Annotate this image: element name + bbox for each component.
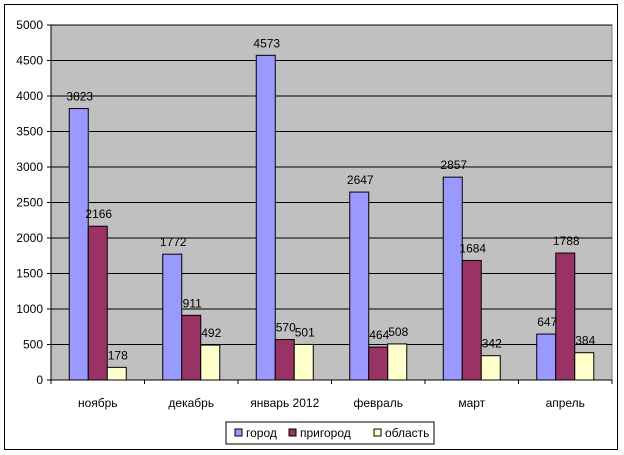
y-tick-label: 4000	[16, 89, 43, 103]
legend-entry: пригород	[300, 426, 351, 440]
data-label: 501	[295, 325, 315, 339]
data-label: 3823	[66, 90, 93, 104]
data-label: 4573	[253, 36, 280, 50]
y-tick-label: 4500	[16, 54, 43, 68]
bar-город-4	[442, 176, 463, 381]
y-tick-label: 3500	[16, 125, 43, 139]
bar-пригород-3	[368, 346, 389, 381]
y-tick-labels: 0 500 1000 1500 2000 2500 3000 3500 4000 4500 5000	[16, 18, 43, 387]
data-label: 384	[575, 334, 595, 348]
x-tick-label: январь 2012	[250, 396, 319, 410]
bar-город-1	[162, 253, 183, 381]
x-tick-label: февраль	[353, 396, 403, 410]
bar-пригород-1	[181, 314, 202, 381]
x-tick-label: ноябрь	[78, 396, 118, 410]
data-label: 508	[388, 325, 408, 339]
data-label: 342	[482, 337, 502, 351]
gridlines	[51, 24, 612, 345]
y-tick-label: 2000	[16, 231, 43, 245]
legend-swatch	[373, 428, 382, 437]
bar-пригород-5	[555, 252, 576, 381]
bar-город-2	[255, 54, 276, 381]
bar-пригород-0	[87, 225, 108, 381]
data-label: 492	[201, 326, 221, 340]
bar-город-5	[536, 333, 557, 381]
y-tick-label: 2500	[16, 196, 43, 210]
bar-область-5	[574, 352, 595, 381]
legend-swatch	[234, 428, 243, 437]
data-label: 2857	[440, 158, 467, 172]
data-label: 2166	[85, 207, 112, 221]
x-tick-label: апрель	[546, 396, 585, 410]
legend-entry: город	[246, 426, 277, 440]
bar-область-3	[387, 343, 408, 381]
bars	[68, 54, 595, 381]
y-tick-label: 5000	[16, 18, 43, 32]
legend-box	[225, 421, 435, 445]
bar-пригород-2	[274, 339, 295, 381]
data-label: 911	[183, 296, 202, 310]
x-tick-label: декабрь	[168, 396, 214, 410]
data-label: 178	[108, 348, 128, 362]
bar-область-1	[200, 344, 221, 381]
bar-область-2	[293, 343, 314, 381]
data-label: 464	[369, 328, 389, 342]
legend-swatch	[288, 428, 297, 437]
bar-город-0	[68, 108, 89, 381]
data-label: 647	[537, 315, 557, 329]
data-label: 2647	[347, 173, 374, 187]
y-tick-label: 1500	[16, 267, 43, 281]
data-label: 1788	[553, 234, 580, 248]
bar-область-4	[480, 355, 501, 381]
bar-область-0	[106, 366, 127, 381]
data-label: 1772	[160, 235, 187, 249]
x-tick-label: март	[458, 396, 485, 410]
y-tick-label: 500	[23, 338, 43, 352]
x-tick-labels: ноябрь декабрь январь 2012 февраль март апрел…	[78, 396, 585, 410]
legend: город пригород область	[225, 421, 435, 445]
y-tick-label: 3000	[16, 160, 43, 174]
bar-город-3	[349, 191, 370, 381]
data-label: 1684	[459, 241, 486, 255]
y-tick-label: 1000	[16, 302, 43, 316]
data-label: 570	[276, 321, 296, 335]
y-tick-label: 0	[36, 373, 43, 387]
bar-пригород-4	[461, 259, 482, 381]
legend-entry: область	[385, 426, 429, 440]
axes	[47, 24, 613, 384]
